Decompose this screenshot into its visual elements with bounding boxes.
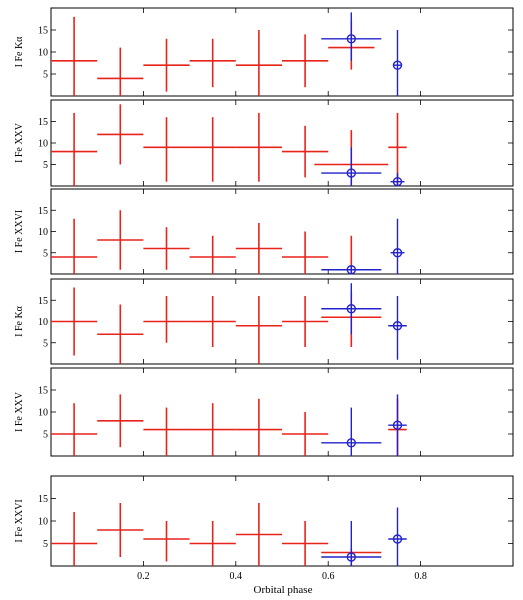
red-data-point bbox=[235, 398, 282, 456]
red-data-point bbox=[143, 407, 190, 456]
red-data-point bbox=[51, 16, 98, 96]
y-tick-label: 10 bbox=[38, 139, 48, 150]
red-data-point bbox=[51, 287, 98, 356]
red-data-point bbox=[282, 125, 329, 178]
y-tick-label: 5 bbox=[43, 70, 48, 81]
red-data-point bbox=[189, 235, 236, 274]
blue-marker bbox=[392, 321, 403, 331]
y-axis-label: I Fe XXV bbox=[14, 122, 25, 163]
y-tick-label: 15 bbox=[38, 26, 48, 37]
red-data-point bbox=[189, 403, 236, 456]
y-tick-label: 10 bbox=[38, 408, 48, 419]
y-tick-label: 15 bbox=[38, 206, 48, 217]
red-data-point bbox=[235, 112, 282, 182]
red-data-point bbox=[282, 296, 329, 347]
y-tick-label: 15 bbox=[38, 494, 48, 505]
blue-data-point bbox=[388, 507, 407, 566]
blue-marker bbox=[346, 552, 356, 562]
panel-6: 5 10 15 I Fe XXVI 0.2 0.4 0.6 0.8 bbox=[14, 475, 514, 582]
x-axis-label: Orbital phase bbox=[254, 584, 313, 596]
red-data-point bbox=[235, 296, 282, 364]
y-tick-label: 15 bbox=[38, 296, 48, 307]
blue-data-point bbox=[321, 147, 382, 186]
panel-4: 5 10 15 I Fe Kα bbox=[14, 278, 514, 365]
blue-data-point bbox=[390, 173, 405, 187]
blue-marker bbox=[346, 168, 356, 178]
blue-data-point bbox=[388, 394, 407, 456]
y-tick-label: 5 bbox=[43, 248, 48, 259]
panel-3: 5 10 15 I Fe XXVI bbox=[14, 188, 514, 275]
red-data-point bbox=[282, 34, 329, 88]
panel-1: 5 10 15 I Fe Kα bbox=[14, 7, 514, 97]
blue-marker bbox=[392, 420, 403, 430]
red-data-point bbox=[189, 117, 236, 182]
y-axis-label: I Fe Kα bbox=[14, 36, 25, 68]
blue-marker bbox=[392, 60, 403, 70]
y-tick-label: 5 bbox=[43, 539, 48, 550]
red-data-point bbox=[235, 223, 282, 274]
blue-data-point bbox=[321, 521, 382, 566]
y-tick-label: 5 bbox=[43, 430, 48, 441]
blue-data-point bbox=[321, 265, 382, 275]
blue-data-point bbox=[321, 12, 382, 61]
red-data-point bbox=[97, 104, 144, 165]
panel-5: 5 10 15 I Fe XXV bbox=[14, 367, 514, 457]
red-data-point bbox=[97, 47, 144, 96]
red-data-point bbox=[189, 521, 236, 566]
x-tick-label: 0.6 bbox=[322, 571, 335, 582]
y-tick-label: 15 bbox=[38, 117, 48, 128]
red-data-point bbox=[282, 231, 329, 274]
blue-data-point bbox=[392, 30, 403, 96]
y-tick-label: 10 bbox=[38, 227, 48, 238]
red-data-point bbox=[282, 521, 329, 566]
x-tick-label: 0.4 bbox=[230, 571, 243, 582]
y-axis-label: I Fe Kα bbox=[14, 305, 25, 337]
blue-data-point bbox=[321, 407, 382, 456]
red-data-point bbox=[282, 412, 329, 456]
red-data-point bbox=[97, 304, 144, 364]
red-data-point bbox=[51, 403, 98, 456]
red-data-point bbox=[97, 394, 144, 448]
red-data-point bbox=[143, 38, 190, 92]
blue-marker bbox=[392, 248, 403, 258]
blue-marker bbox=[346, 34, 356, 44]
x-tick-label: 0.2 bbox=[137, 571, 150, 582]
red-data-point bbox=[143, 521, 190, 562]
y-axis-label: I Fe XXVI bbox=[14, 210, 25, 253]
red-data-point bbox=[51, 112, 98, 186]
panel-2: 5 10 15 I Fe XXV bbox=[14, 99, 514, 187]
red-data-point bbox=[235, 503, 282, 566]
red-data-point bbox=[143, 117, 190, 182]
blue-data-point bbox=[388, 296, 407, 360]
x-tick-label: 0.8 bbox=[414, 571, 427, 582]
red-data-point bbox=[97, 503, 144, 557]
blue-marker bbox=[392, 176, 403, 187]
blue-data-point bbox=[390, 218, 405, 274]
y-tick-label: 10 bbox=[38, 317, 48, 328]
y-tick-label: 5 bbox=[43, 160, 48, 171]
red-data-point bbox=[51, 512, 98, 566]
red-data-point bbox=[143, 227, 190, 270]
blue-marker bbox=[392, 534, 403, 544]
red-data-point bbox=[189, 296, 236, 347]
blue-marker bbox=[346, 304, 356, 314]
blue-marker bbox=[346, 265, 356, 275]
y-tick-label: 5 bbox=[43, 338, 48, 349]
blue-marker bbox=[346, 438, 356, 448]
red-data-point bbox=[143, 296, 190, 343]
red-data-point bbox=[51, 218, 98, 274]
y-axis-label: I Fe XXVI bbox=[14, 499, 25, 542]
red-data-point bbox=[235, 30, 282, 96]
y-axis-label: I Fe XXV bbox=[14, 391, 25, 432]
y-tick-label: 10 bbox=[38, 48, 48, 59]
y-tick-label: 15 bbox=[38, 386, 48, 397]
red-data-point bbox=[97, 210, 144, 270]
red-data-point bbox=[189, 38, 236, 88]
blue-data-point bbox=[321, 283, 382, 335]
y-tick-label: 10 bbox=[38, 517, 48, 528]
